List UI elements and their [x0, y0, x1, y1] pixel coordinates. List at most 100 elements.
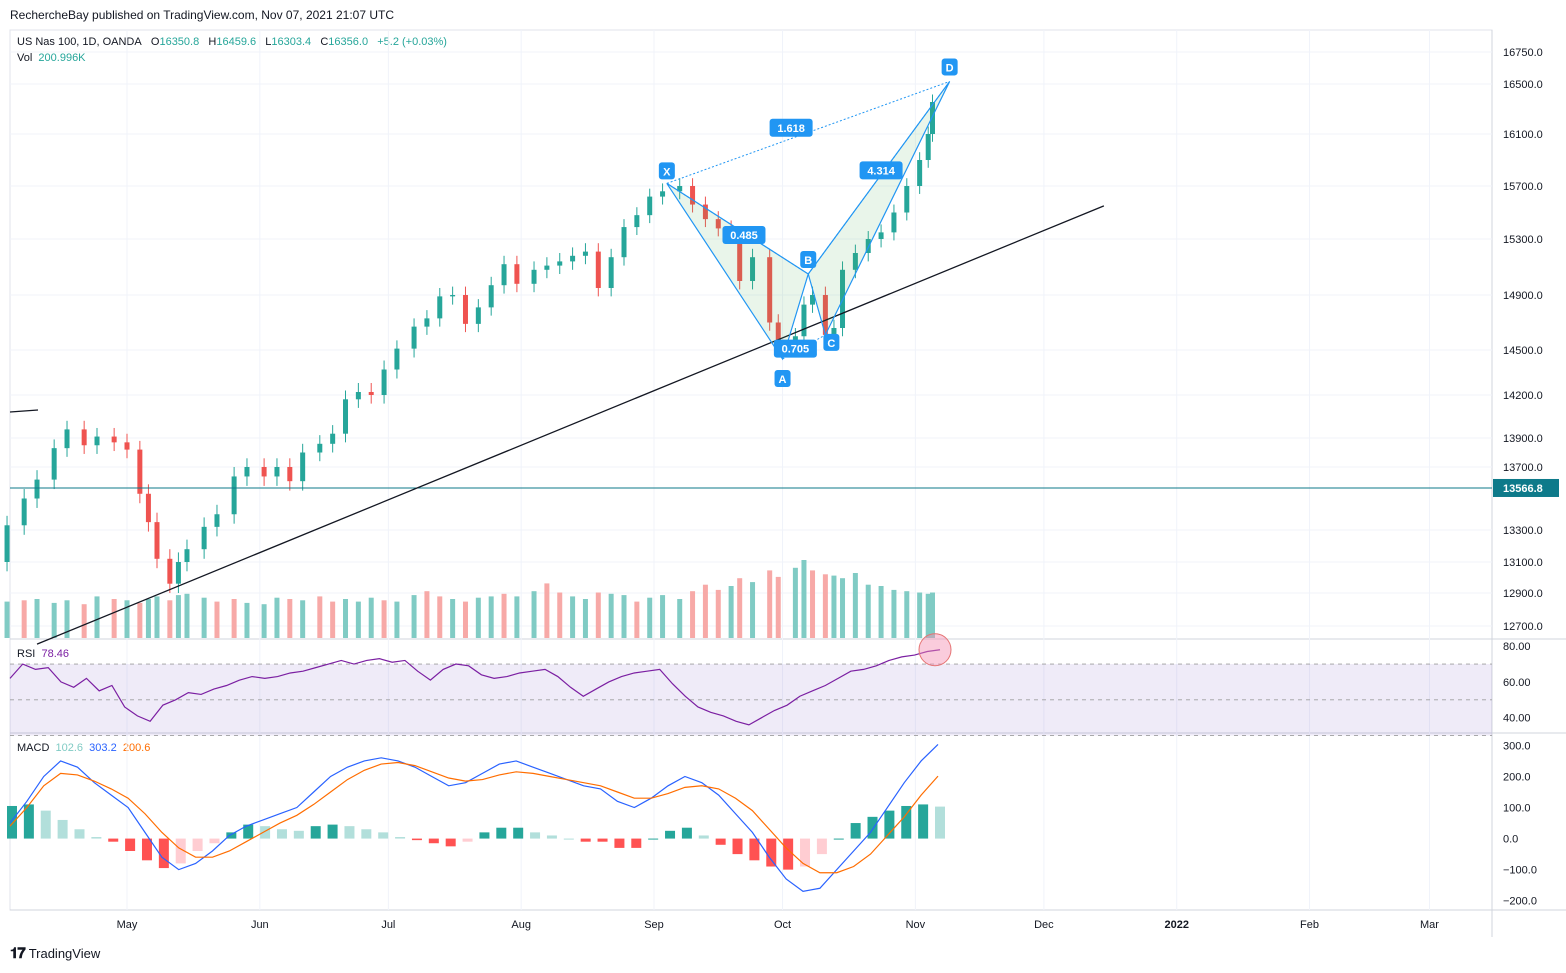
candle-body [852, 253, 858, 270]
x-tick-label: 2022 [1164, 919, 1188, 931]
volume-bar [287, 599, 293, 638]
volume-bar [51, 602, 57, 638]
macd-hist-bar [108, 838, 119, 842]
y-tick-label: 14500.0 [1503, 345, 1543, 357]
y-tick-label: 14200.0 [1503, 390, 1543, 402]
y-tick-label: 13100.0 [1503, 557, 1543, 569]
macd-hist-bar [681, 827, 692, 839]
macd-label[interactable]: MACD [17, 742, 50, 754]
rsi-tick-label: 60.00 [1503, 677, 1531, 689]
volume-bar [81, 604, 87, 638]
open-label: O [150, 36, 160, 48]
low-label: L [265, 36, 272, 48]
macd-line [9, 744, 939, 893]
macd-hist-bar [597, 838, 608, 842]
y-tick-label: 12700.0 [1503, 621, 1543, 633]
volume-bar [840, 578, 846, 638]
volume-bar [111, 599, 117, 638]
x-tick-label: Oct [774, 919, 791, 931]
candle-body [501, 264, 507, 286]
candle-body [582, 251, 588, 256]
candle-body [274, 467, 280, 477]
macd-hist-bar [260, 826, 271, 839]
macd-hist-bar [884, 810, 895, 839]
low-value: 16303.4 [271, 36, 312, 48]
macd-hist-bar [209, 838, 220, 844]
open-value: 16350.8 [159, 36, 200, 48]
volume-bar [677, 599, 683, 638]
macd-hist-bar [580, 838, 591, 842]
volume-bar [154, 596, 160, 638]
macd-hist-bar [226, 832, 237, 839]
candle-body [214, 514, 220, 527]
candle-body [917, 160, 923, 186]
candle-body [231, 476, 237, 515]
pattern-ratio-badge [859, 161, 903, 180]
price-badge-text: 13566.8 [1503, 483, 1543, 495]
macd-hist-bar [141, 838, 152, 861]
volume-bar [411, 595, 417, 638]
volume-bar [792, 567, 798, 638]
candle-body [715, 219, 721, 229]
pattern-bcd [807, 81, 951, 337]
macd-hist-bar [428, 838, 439, 844]
macd-hist-bar [7, 805, 17, 839]
pattern-point-c [823, 333, 840, 351]
macd-hist-bar [901, 805, 912, 839]
candle-body [317, 443, 323, 453]
volume-label[interactable]: Vol [17, 52, 33, 64]
macd-hist-bar [276, 829, 287, 839]
macd-hist-bar [23, 804, 34, 839]
rsi-tick-label: 80.00 [1503, 641, 1531, 653]
y-tick-label: 13300.0 [1503, 525, 1543, 537]
volume-bar [317, 596, 323, 638]
y-tick-label: 16100.0 [1503, 129, 1543, 141]
candle-body [154, 522, 160, 559]
y-tick-label: 16500.0 [1503, 79, 1543, 91]
macd-hist-bar [800, 838, 811, 867]
volume-bar [904, 591, 910, 638]
footer-brand[interactable]: TradingView [28, 946, 101, 961]
macd-hist-bar [479, 832, 490, 839]
volume-bar [929, 592, 935, 638]
pattern-xab [666, 182, 809, 361]
volume-bar [647, 597, 653, 638]
macd-hist-bar [91, 837, 102, 839]
pattern-point-label: B [804, 255, 812, 267]
candle-body [81, 429, 87, 446]
candle-body [450, 295, 456, 297]
candle-body [64, 429, 70, 449]
y-tick-label: 12900.0 [1503, 588, 1543, 600]
volume-bar [124, 600, 130, 638]
macd-hist-bar [563, 838, 574, 840]
candle-body [767, 257, 773, 323]
candle-body [184, 549, 190, 562]
pattern-ratio-badge [722, 226, 766, 245]
volume-bar [475, 597, 481, 638]
volume-bar [64, 600, 70, 638]
macd-line-value: 303.2 [89, 742, 117, 754]
x-tick-label: Nov [906, 919, 926, 931]
volume-bar [261, 604, 267, 638]
macd-hist-bar [361, 829, 372, 839]
volume-bar [865, 584, 871, 638]
candle-body [21, 498, 27, 526]
volume-bar [274, 597, 280, 638]
macd-legend: MACD 102.6 303.2 200.6 [17, 742, 150, 754]
candle-body [608, 257, 614, 288]
y-tick-label: 14900.0 [1503, 290, 1543, 302]
candle-body [822, 295, 828, 335]
candle-body [792, 336, 798, 342]
candle-body [394, 348, 400, 370]
pattern-point-label: C [827, 338, 835, 350]
volume-bar [570, 596, 576, 638]
volume-bar [94, 596, 100, 638]
x-tick-label: Aug [511, 919, 531, 931]
macd-hist-bar [850, 823, 861, 839]
volume-bar [660, 595, 666, 638]
volume-bar [137, 602, 143, 638]
rsi-label[interactable]: RSI [17, 648, 36, 660]
pattern-ratio-badge [773, 339, 817, 358]
symbol-label[interactable]: US Nas 100, 1D, OANDA [17, 36, 142, 48]
